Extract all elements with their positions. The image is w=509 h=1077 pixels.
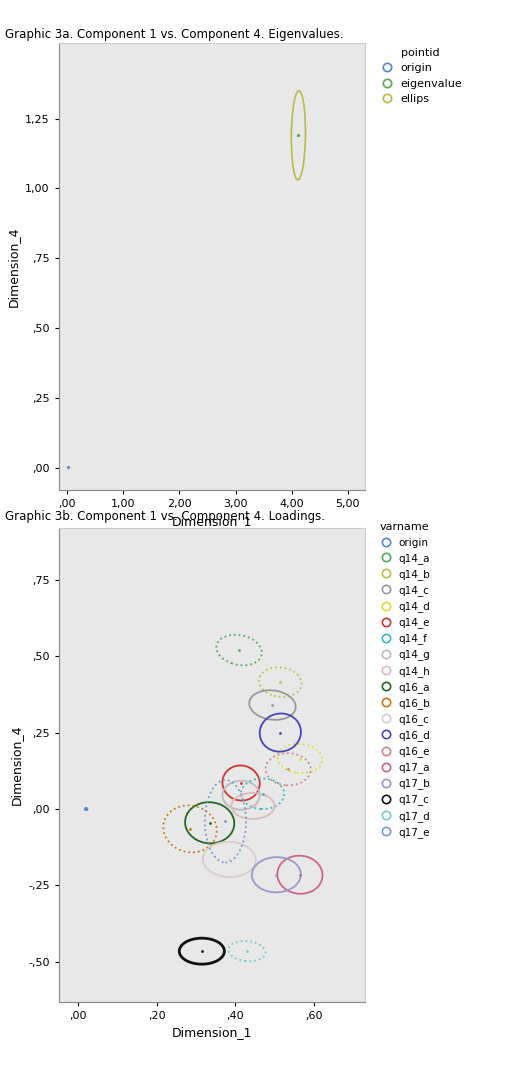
Legend: origin, q14_a, q14_b, q14_c, q14_d, q14_e, q14_f, q14_g, q14_h, q16_a, q16_b, q1: origin, q14_a, q14_b, q14_c, q14_d, q14_… [373,518,434,842]
Text: Graphic 3b. Component 1 vs. Component 4. Loadings.: Graphic 3b. Component 1 vs. Component 4.… [5,510,324,523]
X-axis label: Dimension_1: Dimension_1 [171,515,251,528]
Text: Graphic 3a. Component 1 vs. Component 4. Eigenvalues.: Graphic 3a. Component 1 vs. Component 4.… [5,28,343,41]
X-axis label: Dimension_1: Dimension_1 [171,1026,251,1039]
Legend: origin, eigenvalue, ellips: origin, eigenvalue, ellips [373,43,466,109]
Y-axis label: Dimension_4: Dimension_4 [7,226,19,307]
Y-axis label: Dimension_4: Dimension_4 [10,725,22,805]
